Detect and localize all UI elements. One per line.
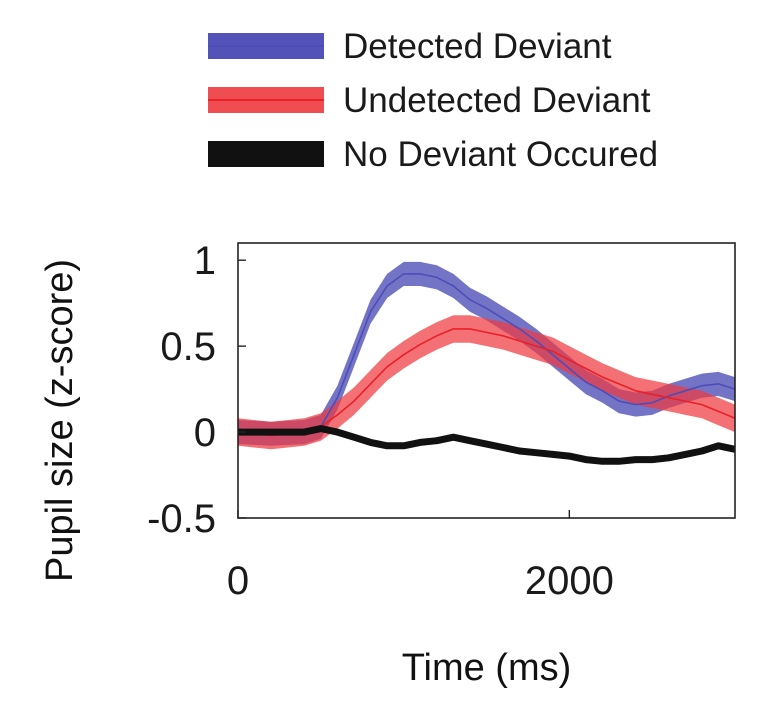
y-tick-label: 0 [194, 411, 216, 455]
line-no-deviant-occured [238, 425, 736, 465]
y-tick-label: -0.5 [147, 497, 216, 541]
y-axis-label: Pupil size (z-score) [39, 259, 81, 582]
error-bands [238, 261, 735, 450]
y-ticks: -0.5 0 0.5 1 [147, 239, 246, 541]
y-tick-label: 1 [194, 239, 216, 283]
x-tick-label: 2000 [525, 559, 614, 603]
line-detected-deviant [237, 273, 736, 435]
y-tick-label: 0.5 [160, 325, 216, 369]
x-tick-label: 0 [227, 559, 249, 603]
legend-label-undetected-deviant: Undetected Deviant [343, 81, 651, 120]
axes-frame [237, 242, 736, 519]
legend-swatch-no-deviant-occured [208, 141, 324, 167]
series-lines [237, 273, 736, 465]
band-undetected-deviant [238, 315, 735, 450]
legend-label-no-deviant-occured: No Deviant Occured [343, 135, 658, 174]
band-detected-deviant [238, 261, 735, 446]
line-undetected-deviant [237, 328, 736, 437]
legend-label-detected-deviant: Detected Deviant [343, 27, 612, 66]
x-axis-label: Time (ms) [402, 647, 572, 689]
legend: Detected Deviant Undetected Deviant No Dev… [208, 27, 658, 174]
plot-area [237, 242, 736, 519]
x-ticks: 0 2000 [227, 510, 614, 603]
